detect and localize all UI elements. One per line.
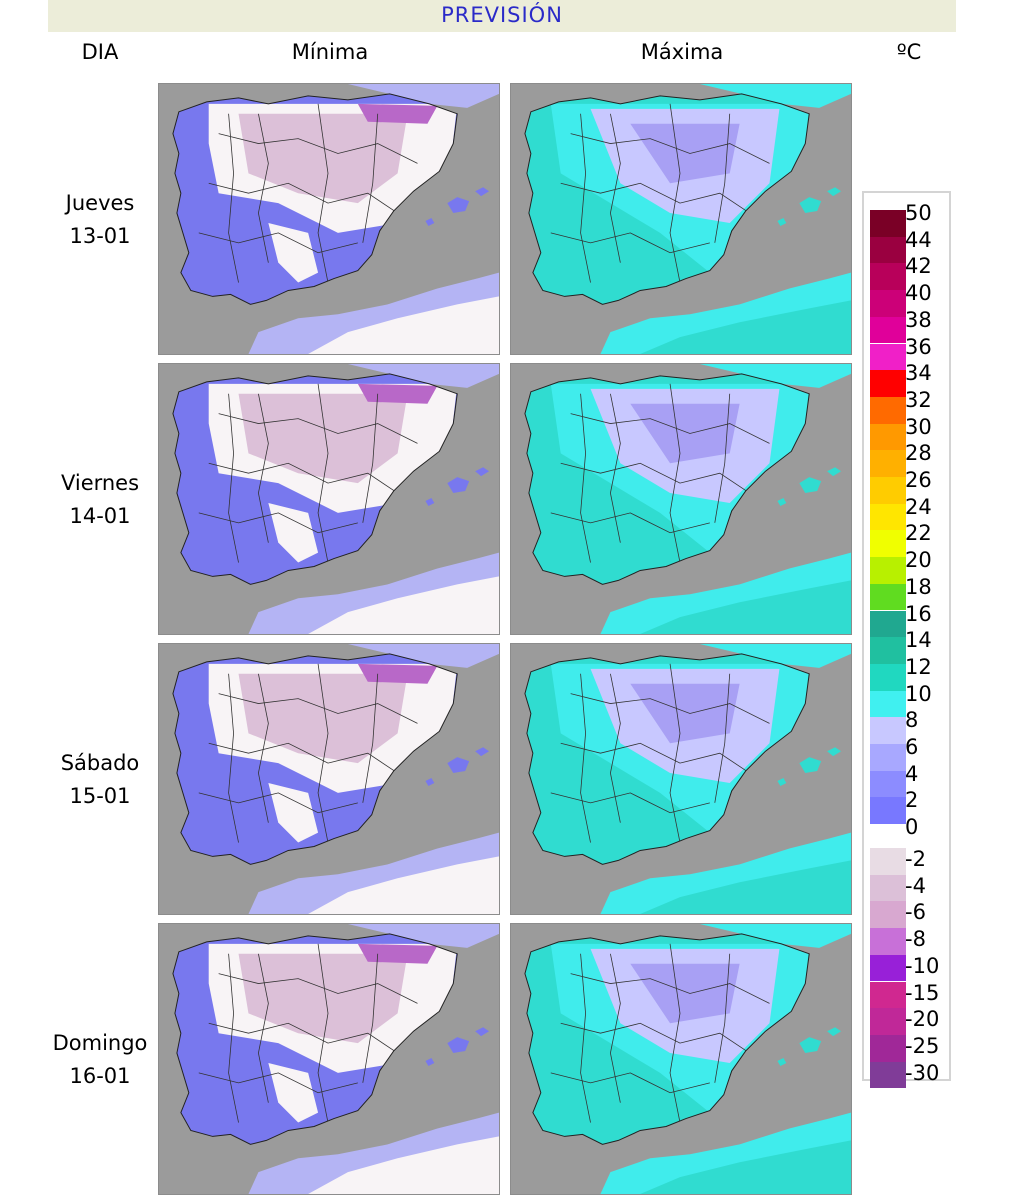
temperature-map [159,644,499,914]
legend-tick-label: -15 [905,980,940,1005]
legend-tick-label: 42 [905,254,932,279]
legend-swatch [870,503,906,531]
map-min-day-4 [158,923,500,1195]
legend-swatch [870,370,906,397]
legend-tick-label: -25 [905,1033,940,1058]
legend-tick-label: 24 [905,494,932,519]
legend-swatch [870,236,906,264]
legend-swatch [870,954,906,982]
legend-tick-label: 0 [905,815,919,840]
legend-tick-label: 40 [905,281,932,306]
temperature-map [159,924,499,1194]
legend-tick-label: 26 [905,468,932,492]
legend-swatch [870,901,906,929]
legend-swatch [870,610,906,638]
legend-swatch [870,744,906,771]
column-header-minimum: Mínima [291,40,369,64]
day-name: Jueves [65,191,135,215]
day-label-1: Viernes 14-01 [30,467,170,533]
day-name: Sábado [60,751,140,775]
legend-tick-label: 12 [905,654,932,679]
legend-swatch [870,690,906,718]
legend-swatch [870,797,906,825]
column-header-day: DIA [81,40,119,64]
legend-swatch [870,663,906,691]
legend-swatch [870,874,906,902]
legend-tick-label: -4 [905,873,926,898]
legend-swatch [870,263,906,291]
temperature-map [159,364,499,634]
legend-tick-label: 44 [905,227,932,252]
legend-tick-label: 8 [905,708,919,733]
legend-tick-label: -2 [905,847,926,871]
legend-tick-label: 22 [905,521,932,546]
legend-swatch [870,1034,906,1062]
temperature-map [511,364,851,634]
legend-swatch [870,423,906,451]
map-max-day-1 [510,83,852,355]
map-max-day-4 [510,923,852,1195]
day-label-2: Sábado 15-01 [30,747,170,813]
legend-swatch [870,583,906,611]
map-max-day-2 [510,363,852,635]
column-header-unit: ºC [896,40,922,64]
day-date: 13-01 [69,224,131,248]
legend-tick-label: 4 [905,761,919,786]
legend-swatch [870,717,906,744]
legend-tick-label: 2 [905,788,919,813]
legend-tick-label: -10 [905,953,940,978]
map-min-day-3 [158,643,500,915]
legend-swatch [870,396,906,424]
legend-swatch [870,848,906,875]
day-label-3: Domingo 16-01 [30,1027,170,1093]
legend-tick-label: 36 [905,334,932,359]
legend-swatch [870,637,906,664]
legend-tick-label: -30 [905,1060,940,1085]
legend-swatch [870,557,906,584]
legend-swatch [870,477,906,504]
map-max-day-3 [510,643,852,915]
temperature-map [511,644,851,914]
legend-swatch [870,1008,906,1035]
legend-tick-label: 10 [905,681,932,706]
map-min-day-2 [158,363,500,635]
day-label-0: Jueves 13-01 [30,187,170,253]
legend-tick-label: 30 [905,414,932,439]
legend-tick-label: 20 [905,548,932,573]
legend-tick-label: 38 [905,307,932,332]
legend-tick-label: 32 [905,387,932,412]
legend-swatch [870,210,906,237]
legend-tick-label: 18 [905,574,932,599]
legend-tick-label: 34 [905,361,932,386]
column-header-maximum: Máxima [640,40,724,64]
day-date: 16-01 [69,1064,131,1088]
legend-swatch [870,981,906,1009]
legend-tick-label: 6 [905,735,919,759]
temperature-map [159,84,499,354]
day-date: 15-01 [69,784,131,808]
page-title: PREVISIÓN [441,3,563,27]
temperature-map [511,84,851,354]
legend-swatch [870,770,906,798]
map-min-day-1 [158,83,500,355]
day-name: Viernes [60,471,140,495]
legend-tick-label: -6 [905,900,926,925]
legend-swatch [870,316,906,344]
legend-tick-label: 50 [905,201,932,225]
legend-tick-label: 28 [905,441,932,466]
legend-swatch [870,1061,906,1089]
legend-tick-label: 16 [905,601,932,626]
legend-tick-label: 14 [905,628,932,653]
legend-swatch [870,928,906,955]
temperature-map [511,924,851,1194]
day-name: Domingo [52,1031,148,1055]
legend-swatch [870,530,906,558]
legend-tick-label: -8 [905,927,926,952]
legend-swatch [870,343,906,371]
legend-swatch [870,290,906,317]
legend-tick-label: -20 [905,1007,940,1032]
legend-swatch [870,450,906,477]
title-bar: PREVISIÓN [48,0,956,32]
day-date: 14-01 [69,504,131,528]
